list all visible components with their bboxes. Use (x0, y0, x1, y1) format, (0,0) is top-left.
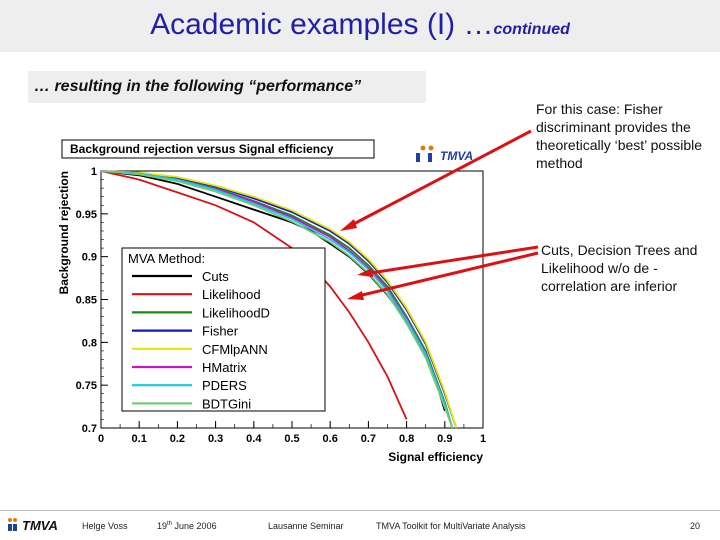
x-tick-label: 0.8 (399, 433, 414, 445)
series-line-pders (100, 170, 454, 429)
y-tick-label: 0.9 (82, 252, 97, 264)
footer-date-day: 19 (157, 521, 168, 531)
arrow-likelihood (353, 251, 539, 299)
legend-label: Cuts (202, 269, 229, 284)
chart-logo: TMVA (440, 149, 473, 163)
arrow-fisher (345, 129, 532, 230)
legend-label: Likelihood (202, 287, 261, 302)
legend-label: CFMlpANN (202, 342, 268, 357)
subtitle-box (28, 71, 426, 103)
x-tick-label: 1 (480, 433, 486, 445)
slide-title-sub: continued (493, 21, 570, 38)
legend-label: HMatrix (202, 360, 247, 375)
footer-date-sup: th (167, 521, 173, 527)
y-tick-label: 0.95 (76, 209, 97, 221)
y-axis-label: Background rejection (57, 171, 71, 294)
x-tick-label: 0.7 (361, 433, 376, 445)
legend-title: MVA Method: (128, 251, 205, 266)
footer-talk: TMVA Toolkit for MultiVariate Analysis (376, 521, 526, 531)
tmva-logo-icon (8, 518, 17, 531)
footer-divider (0, 510, 720, 511)
tmva-logo-dot (428, 145, 434, 151)
x-tick-label: 0.2 (170, 433, 185, 445)
x-tick-label: 0.4 (246, 433, 262, 445)
legend-label: PDERS (202, 378, 247, 393)
slide-subtitle: … resulting in the following “performanc… (34, 78, 362, 95)
footer-page-number: 20 (690, 521, 701, 531)
chart-title-box (61, 139, 375, 159)
footer-logo: TMVA (22, 518, 58, 533)
x-axis-label: Signal efficiency (388, 450, 483, 464)
x-tick-label: 0.6 (323, 433, 338, 445)
arrow-fisher-head (340, 219, 357, 231)
tmva-logo-bar (428, 153, 432, 162)
x-tick-label: 0 (98, 433, 104, 445)
x-tick-label: 0.5 (284, 433, 299, 445)
note-fisher: For this case: Fisher discriminant provi… (536, 101, 703, 171)
footer-date: 19th June 2006 (157, 521, 217, 531)
legend-label: LikelihoodD (202, 305, 270, 320)
x-tick-label: 0.9 (437, 433, 452, 445)
series-line-cfmlpann (100, 170, 458, 429)
legend-label: BDTGini (202, 396, 251, 411)
arrow-cuts-head (357, 268, 373, 277)
footer-date-rest: June 2006 (172, 521, 217, 531)
chart-title: Background rejection versus Signal effic… (70, 142, 334, 156)
slide-title: Academic examples (I) …continued (0, 8, 720, 42)
y-tick-label: 0.8 (82, 337, 97, 349)
y-tick-label: 0.75 (76, 380, 97, 392)
series-line-likelihood (100, 170, 408, 420)
slide-title-main: Academic examples (I) … (150, 8, 494, 41)
y-tick-label: 1 (91, 166, 97, 178)
y-tick-label: 0.7 (82, 423, 97, 435)
arrow-cuts (363, 245, 539, 276)
footer-venue: Lausanne Seminar (268, 521, 344, 531)
x-tick-label: 0.3 (208, 433, 223, 445)
legend-label: Fisher (202, 324, 239, 339)
note-inferior: Cuts, Decision Trees and Likelihood w/o … (541, 242, 698, 294)
tmva-logo-dot (420, 145, 426, 151)
y-tick-label: 0.85 (76, 295, 97, 307)
title-bar (0, 0, 720, 52)
x-tick-label: 0.1 (132, 433, 147, 445)
series-line-bdtgini (100, 170, 454, 429)
arrow-likelihood-head (347, 291, 364, 300)
tmva-logo-bar (416, 153, 420, 162)
footer-author: Helge Voss (82, 521, 128, 531)
